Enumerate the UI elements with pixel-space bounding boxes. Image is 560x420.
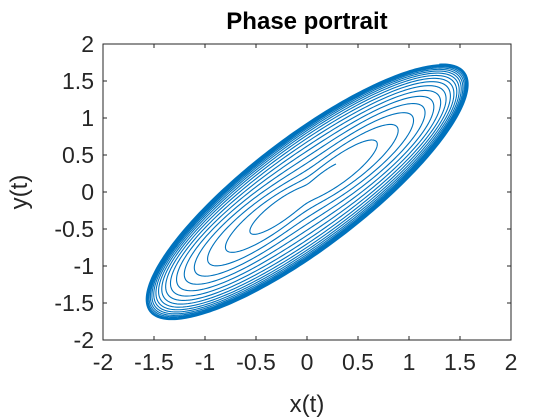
axis-ticks: -2 -1.5 -1 -0.5 0 0.5 1 1.5 2 -2 -1.5 -1 -0.5 0 0.5 1 1.…	[54, 31, 517, 375]
y-tick-label: 2	[81, 31, 94, 57]
x-tick-label: -1	[195, 349, 215, 375]
y-axis-label: y(t)	[6, 175, 33, 210]
y-tick-label: -1	[74, 253, 94, 279]
x-tick-label: 1	[403, 349, 416, 375]
x-tick-label: 1.5	[444, 349, 476, 375]
chart-title: Phase portrait	[226, 8, 387, 35]
y-tick-label: -0.5	[54, 216, 94, 242]
x-tick-label: 0	[301, 349, 314, 375]
x-tick-label: -0.5	[236, 349, 276, 375]
trajectory-line	[145, 63, 469, 321]
y-tick-label: 0	[81, 179, 94, 205]
y-tick-label: -2	[74, 327, 94, 353]
x-tick-label: -1.5	[134, 349, 174, 375]
y-tick-label: 1.5	[62, 68, 94, 94]
x-axis-label: x(t)	[290, 391, 325, 418]
y-tick-label: 0.5	[62, 142, 94, 168]
axes-box	[102, 43, 512, 341]
x-tick-label: 0.5	[342, 349, 374, 375]
y-tick-label: -1.5	[54, 290, 94, 316]
x-tick-label: 2	[505, 349, 518, 375]
x-tick-label: -2	[93, 349, 113, 375]
y-tick-label: 1	[81, 105, 94, 131]
plot-area	[145, 63, 469, 321]
